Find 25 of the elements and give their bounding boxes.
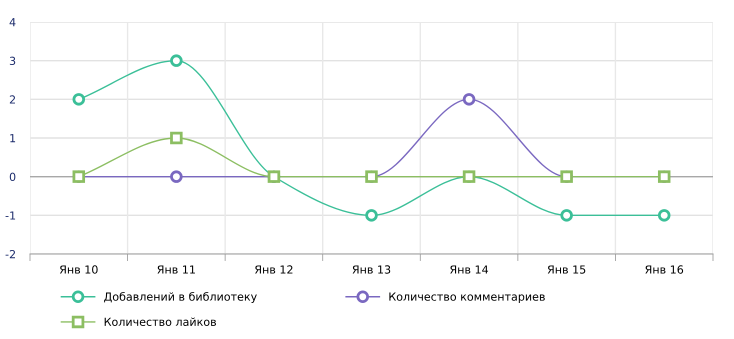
point [462, 93, 476, 106]
x-tick-label: Янв 11 [157, 265, 195, 274]
point [658, 209, 670, 222]
x-tick-label: Янв 10 [60, 265, 98, 274]
point [72, 93, 86, 106]
x-tick-label: Янв 14 [450, 265, 488, 274]
x-tick-label: Янв 15 [548, 265, 586, 274]
y-tick-label: -2 [6, 250, 15, 258]
y-tick-label: 0 [10, 172, 16, 182]
legend-label: Добавлений в библиотеку [104, 292, 257, 303]
y-tick-label: 1 [10, 134, 16, 142]
legend-label: Количество лайков [104, 317, 216, 326]
x-tick-label: Янв 16 [645, 265, 684, 274]
y-tick-label: 4 [10, 18, 16, 26]
y-tick-label: 2 [10, 95, 15, 104]
y-tick-label: 3 [10, 56, 16, 66]
point [365, 209, 378, 222]
point [170, 54, 183, 67]
x-tick-label: Янв 12 [255, 265, 292, 274]
y-tick-label: -1 [6, 211, 16, 220]
legend-label: Количество комментариев [389, 292, 545, 303]
point [560, 209, 573, 222]
x-tick-label: Янв 13 [352, 265, 390, 274]
point [170, 132, 183, 144]
point [170, 170, 183, 183]
